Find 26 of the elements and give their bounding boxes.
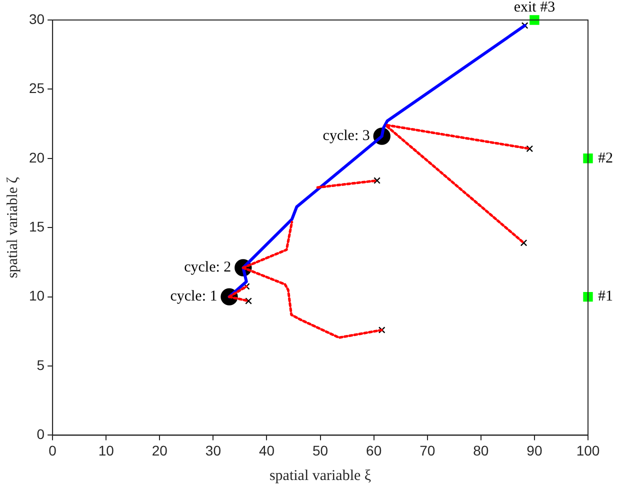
x-tick-label: 50: [312, 442, 328, 458]
x-tick-label: 70: [420, 442, 436, 458]
x-tick-label: 80: [473, 442, 489, 458]
y-tick-label: 15: [28, 218, 45, 234]
x-tick-label: 100: [576, 442, 600, 458]
annotation: #2: [598, 150, 613, 166]
y-axis-title: spatial variable ζ: [4, 177, 21, 278]
annotation: exit #3: [514, 0, 556, 16]
y-tick-label: 30: [28, 10, 45, 27]
y-tick-label: 10: [28, 288, 45, 304]
annotation: #1: [598, 288, 613, 305]
y-tick-label: 20: [28, 149, 45, 166]
annotation: cycle: 1: [170, 288, 218, 305]
x-axis-title: spatial variable ξ: [269, 468, 372, 484]
y-tick-label: 5: [36, 356, 45, 373]
x-tick-label: 90: [526, 442, 542, 458]
x-tick-label: 40: [258, 442, 275, 458]
x-tick-label: 30: [205, 442, 222, 458]
x-tick-label: 60: [366, 442, 382, 458]
y-tick-label: 25: [28, 80, 45, 96]
y-tick-label: 0: [36, 426, 45, 442]
annotation: cycle: 3: [322, 128, 370, 144]
x-tick-label: 10: [98, 442, 114, 458]
x-tick-label: 0: [48, 442, 57, 458]
x-tick-label: 20: [152, 442, 168, 458]
annotation: cycle: 2: [184, 260, 232, 276]
